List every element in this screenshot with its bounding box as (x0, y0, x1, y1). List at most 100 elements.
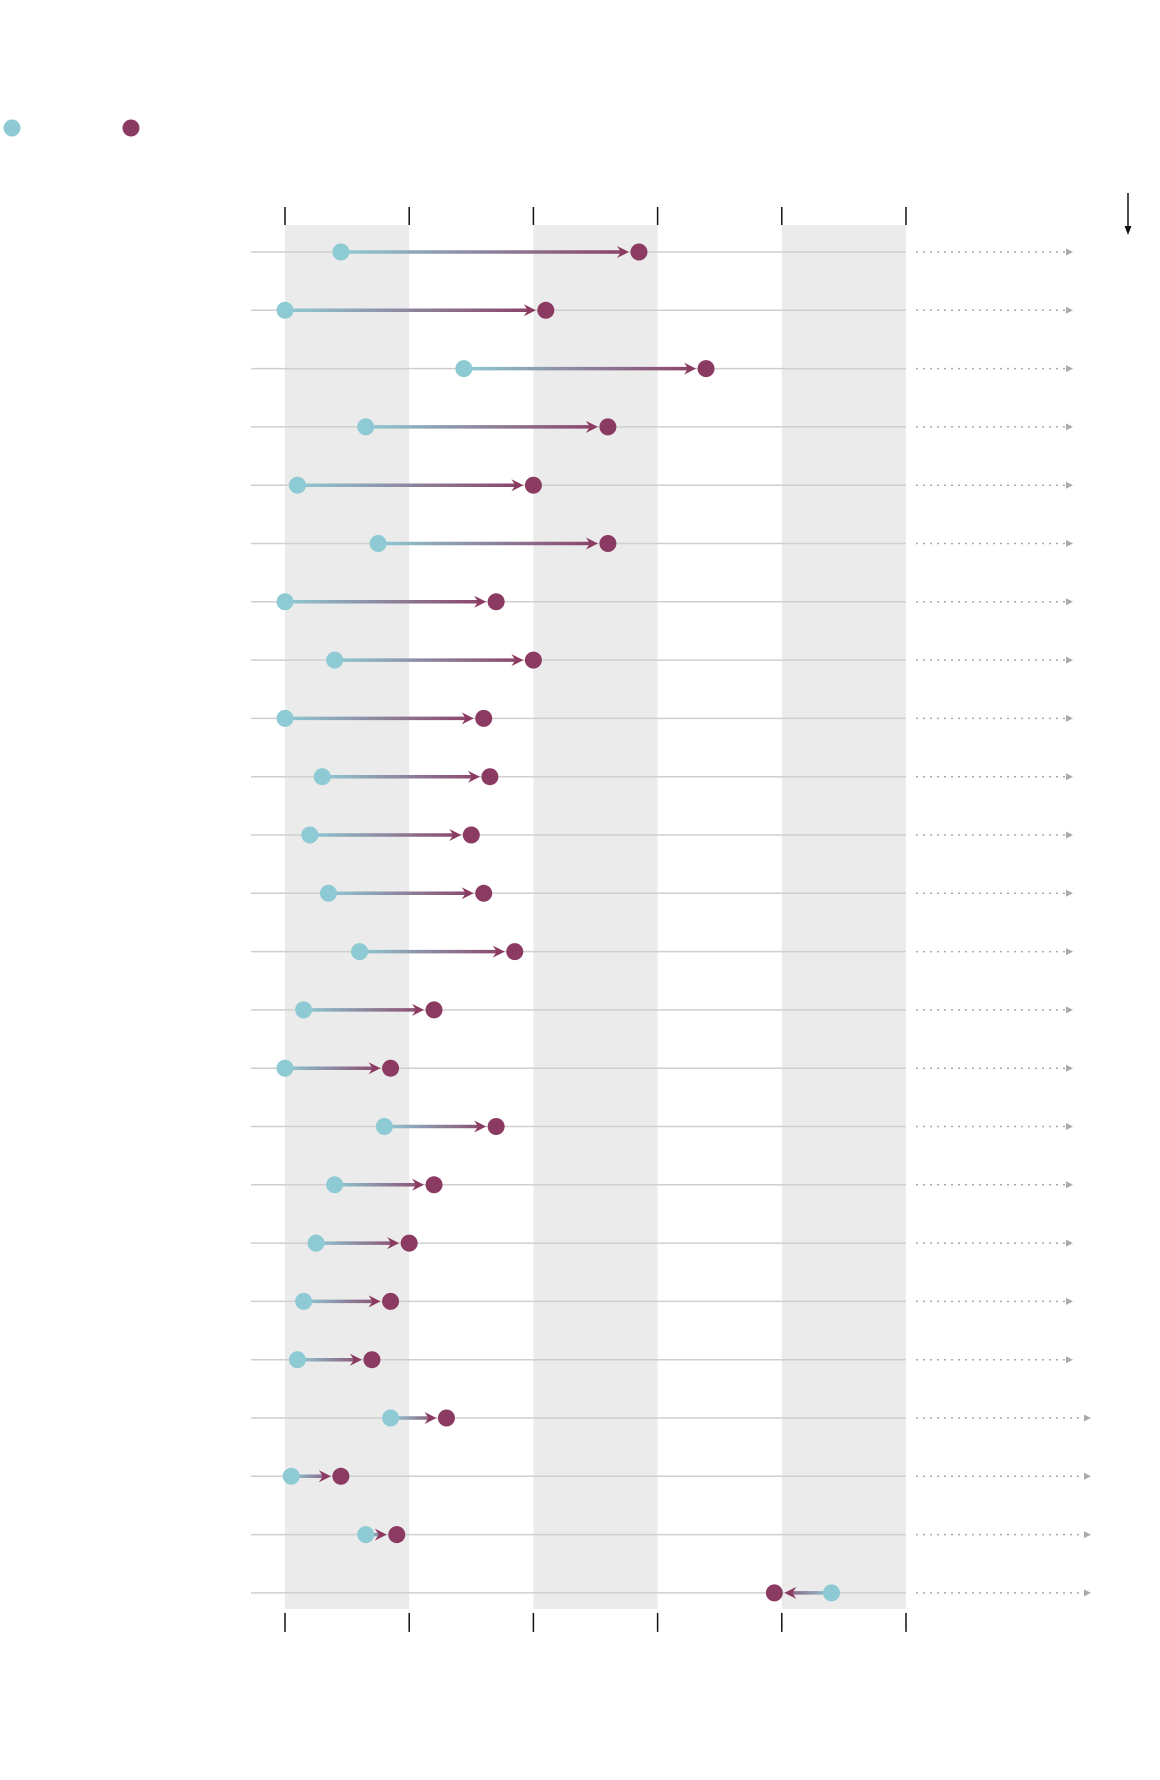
row (251, 651, 1073, 669)
change-arrowhead (523, 304, 536, 317)
change-arrowhead (492, 945, 505, 958)
end-point (400, 1234, 418, 1252)
end-point (487, 593, 505, 611)
start-point (351, 943, 369, 961)
change-arrowhead (318, 1470, 331, 1483)
row (251, 1584, 1091, 1602)
end-point (630, 243, 648, 261)
end-point (363, 1351, 381, 1369)
row (251, 943, 1073, 961)
extension-arrowhead (1066, 1123, 1073, 1130)
end-point (481, 768, 499, 786)
change-arrowhead (474, 1120, 487, 1133)
start-point (319, 884, 337, 902)
change-arrowhead (424, 1412, 437, 1424)
extension-arrowhead (1066, 831, 1073, 839)
row (251, 535, 1073, 552)
end-point (537, 301, 555, 319)
change-arrowhead (349, 1353, 362, 1366)
row (251, 1059, 1073, 1077)
change-arrowhead (449, 829, 462, 841)
start-point (288, 1351, 306, 1369)
start-point (369, 535, 387, 552)
extension-arrowhead (1066, 714, 1073, 722)
end-point (382, 1059, 400, 1077)
end-point (475, 884, 493, 902)
change-arrowhead (368, 1062, 381, 1075)
extension-arrowhead (1066, 773, 1073, 781)
row (251, 1176, 1073, 1194)
extension-arrowhead (1066, 423, 1073, 431)
start-point (276, 593, 294, 611)
end-point (462, 826, 480, 844)
shaded-bands (285, 225, 906, 1609)
row (251, 884, 1073, 902)
legend (3, 119, 140, 137)
extension-arrowhead (1066, 889, 1073, 897)
end-point (599, 418, 617, 436)
extension-arrowhead (1066, 1297, 1073, 1305)
row (251, 593, 1073, 611)
row (251, 1001, 1073, 1019)
change-arrowhead (412, 1178, 425, 1191)
extension-arrowhead (1066, 656, 1073, 664)
change-arrowhead (474, 595, 487, 608)
end-point (524, 476, 542, 494)
extension-arrowhead (1066, 1181, 1073, 1189)
change-arrowhead (387, 1237, 400, 1250)
start-point (313, 768, 331, 786)
end-point (506, 943, 524, 961)
end-point (437, 1409, 455, 1427)
start-point (276, 1059, 294, 1077)
extension-arrowhead (1084, 1472, 1091, 1480)
end-point (425, 1001, 443, 1019)
sort-arrow-icon[interactable] (1124, 193, 1132, 235)
row (251, 1351, 1073, 1369)
extension-arrowhead (1066, 1356, 1073, 1364)
start-point (288, 476, 306, 494)
row (251, 1467, 1091, 1485)
end-point (697, 360, 715, 378)
legend-start-dot (3, 119, 21, 137)
extension-arrowhead (1084, 1531, 1091, 1539)
end-point (382, 1292, 400, 1310)
row (251, 1234, 1073, 1252)
start-point (382, 1409, 400, 1427)
row (251, 1409, 1091, 1427)
rows (251, 243, 1091, 1602)
change-arrowhead (467, 770, 480, 783)
start-point (332, 243, 350, 261)
shaded-band (533, 225, 658, 1609)
start-point (301, 826, 319, 844)
change-arrowhead (784, 1586, 797, 1599)
row (251, 360, 1073, 378)
shaded-band (781, 225, 906, 1609)
start-point (822, 1584, 840, 1602)
extension-arrowhead (1066, 1239, 1073, 1247)
change-arrowhead (684, 362, 697, 375)
end-point (425, 1176, 443, 1194)
start-point (295, 1292, 313, 1310)
extension-arrowhead (1066, 248, 1073, 256)
row (251, 476, 1073, 494)
row (251, 1526, 1091, 1544)
extension-arrowhead (1066, 1064, 1073, 1072)
start-point (276, 301, 294, 319)
end-point (475, 709, 493, 727)
row (251, 826, 1073, 844)
axis-ticks (284, 207, 907, 1632)
change-arrowhead (585, 537, 598, 550)
start-point (357, 418, 375, 436)
extension-arrowhead (1084, 1589, 1091, 1597)
change-arrowhead (412, 1003, 425, 1016)
start-point (276, 709, 294, 727)
start-point (307, 1234, 325, 1252)
row (251, 301, 1073, 319)
extension-arrowhead (1066, 598, 1073, 606)
extension-arrowhead (1084, 1414, 1091, 1422)
end-point (388, 1526, 406, 1544)
start-point (282, 1467, 300, 1485)
start-point (357, 1526, 375, 1544)
extension-arrowhead (1066, 306, 1073, 314)
row (251, 418, 1073, 436)
